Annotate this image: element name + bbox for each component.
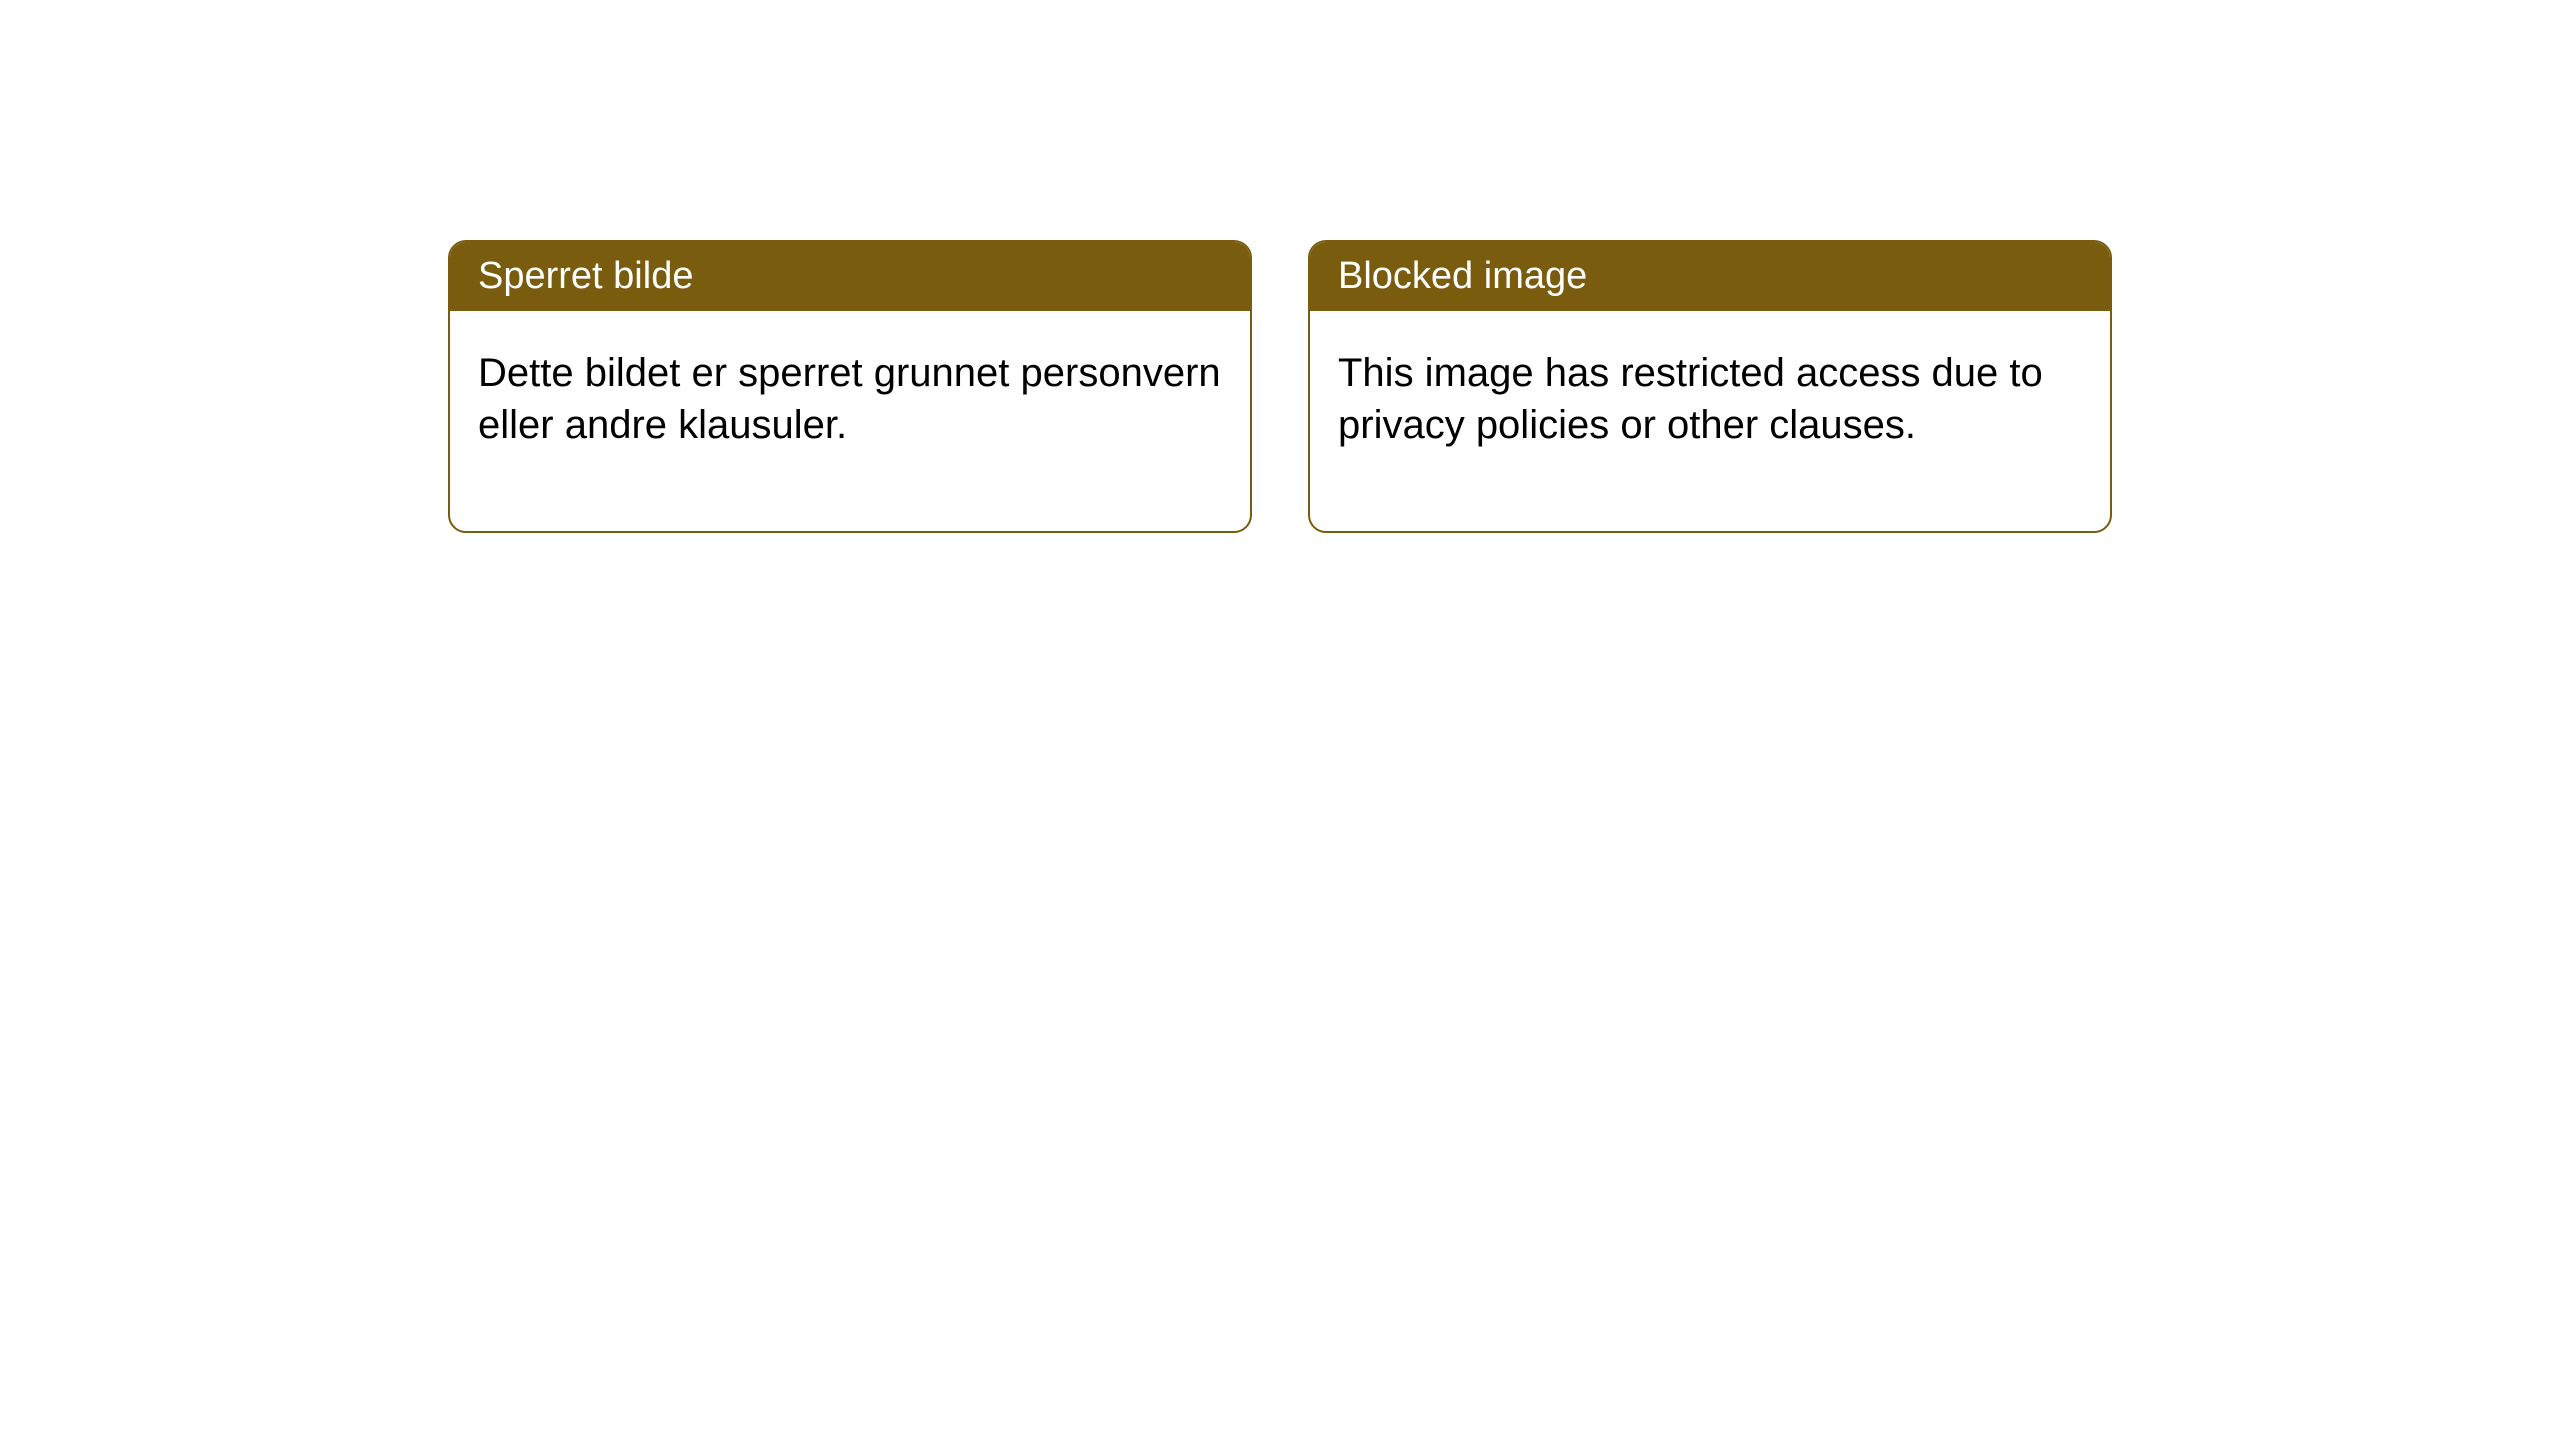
notice-card-norwegian: Sperret bilde Dette bildet er sperret gr… xyxy=(448,240,1252,533)
notice-body: Dette bildet er sperret grunnet personve… xyxy=(450,311,1250,531)
notice-title: Blocked image xyxy=(1310,242,2110,311)
notice-body: This image has restricted access due to … xyxy=(1310,311,2110,531)
notice-title: Sperret bilde xyxy=(450,242,1250,311)
notice-card-english: Blocked image This image has restricted … xyxy=(1308,240,2112,533)
notice-container: Sperret bilde Dette bildet er sperret gr… xyxy=(0,0,2560,533)
